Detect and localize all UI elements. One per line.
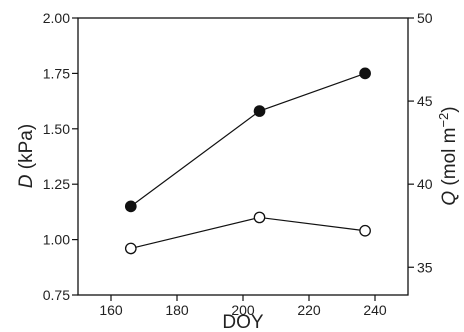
filled-circle-marker (124, 200, 137, 213)
x-axis-title: DOY (222, 312, 264, 332)
y-right-unit-superscript: −2 (436, 113, 451, 128)
filled-circle-marker (359, 67, 371, 80)
y-right-tick-label: 50 (417, 10, 433, 26)
x-tick-label: 160 (99, 302, 123, 318)
open-circle-marker (359, 224, 371, 237)
y-left-symbol: D (16, 174, 37, 188)
series-layer (124, 67, 371, 255)
y-right-tick-label: 35 (417, 259, 433, 275)
y-right-tick-label: 45 (417, 93, 433, 109)
y-right-symbol: Q (439, 191, 460, 206)
series-line-1 (130, 72, 366, 207)
tick-labels: 160 180 200 220 240 0.75 1.00 1.25 1.50 1.75 2.00 3… (43, 10, 433, 318)
y-left-tick-label: 1.25 (43, 176, 70, 192)
y-left-unit: (kPa) (16, 124, 37, 175)
x-tick-label: 200 (231, 302, 255, 318)
filled-circle-marker (253, 105, 266, 117)
x-tick-label: 180 (165, 302, 189, 318)
y-left-tick-label: 2.00 (43, 10, 70, 26)
x-tick-label: 220 (297, 302, 321, 318)
y-left-tick-label: 0.75 (43, 287, 70, 303)
y-left-tick-label: 1.00 (43, 232, 70, 248)
y-right-tick-label: 40 (417, 176, 433, 192)
x-tick-label: 240 (363, 302, 387, 318)
y-left-tick-label: 1.50 (43, 121, 70, 137)
y-right-unit-suffix: ) (439, 106, 460, 112)
open-circle-marker (253, 211, 266, 224)
tick-marks (72, 17, 414, 301)
open-circle-marker (124, 242, 137, 255)
y-right-unit-prefix: (mol m (439, 128, 460, 191)
y-left-tick-label: 1.75 (43, 65, 70, 81)
y-right-axis-title: Q (mol m−2) (436, 106, 460, 205)
plot-frame (77, 17, 409, 296)
y-left-axis-title: D (kPa) (16, 124, 37, 188)
series-line-2 (130, 216, 366, 250)
